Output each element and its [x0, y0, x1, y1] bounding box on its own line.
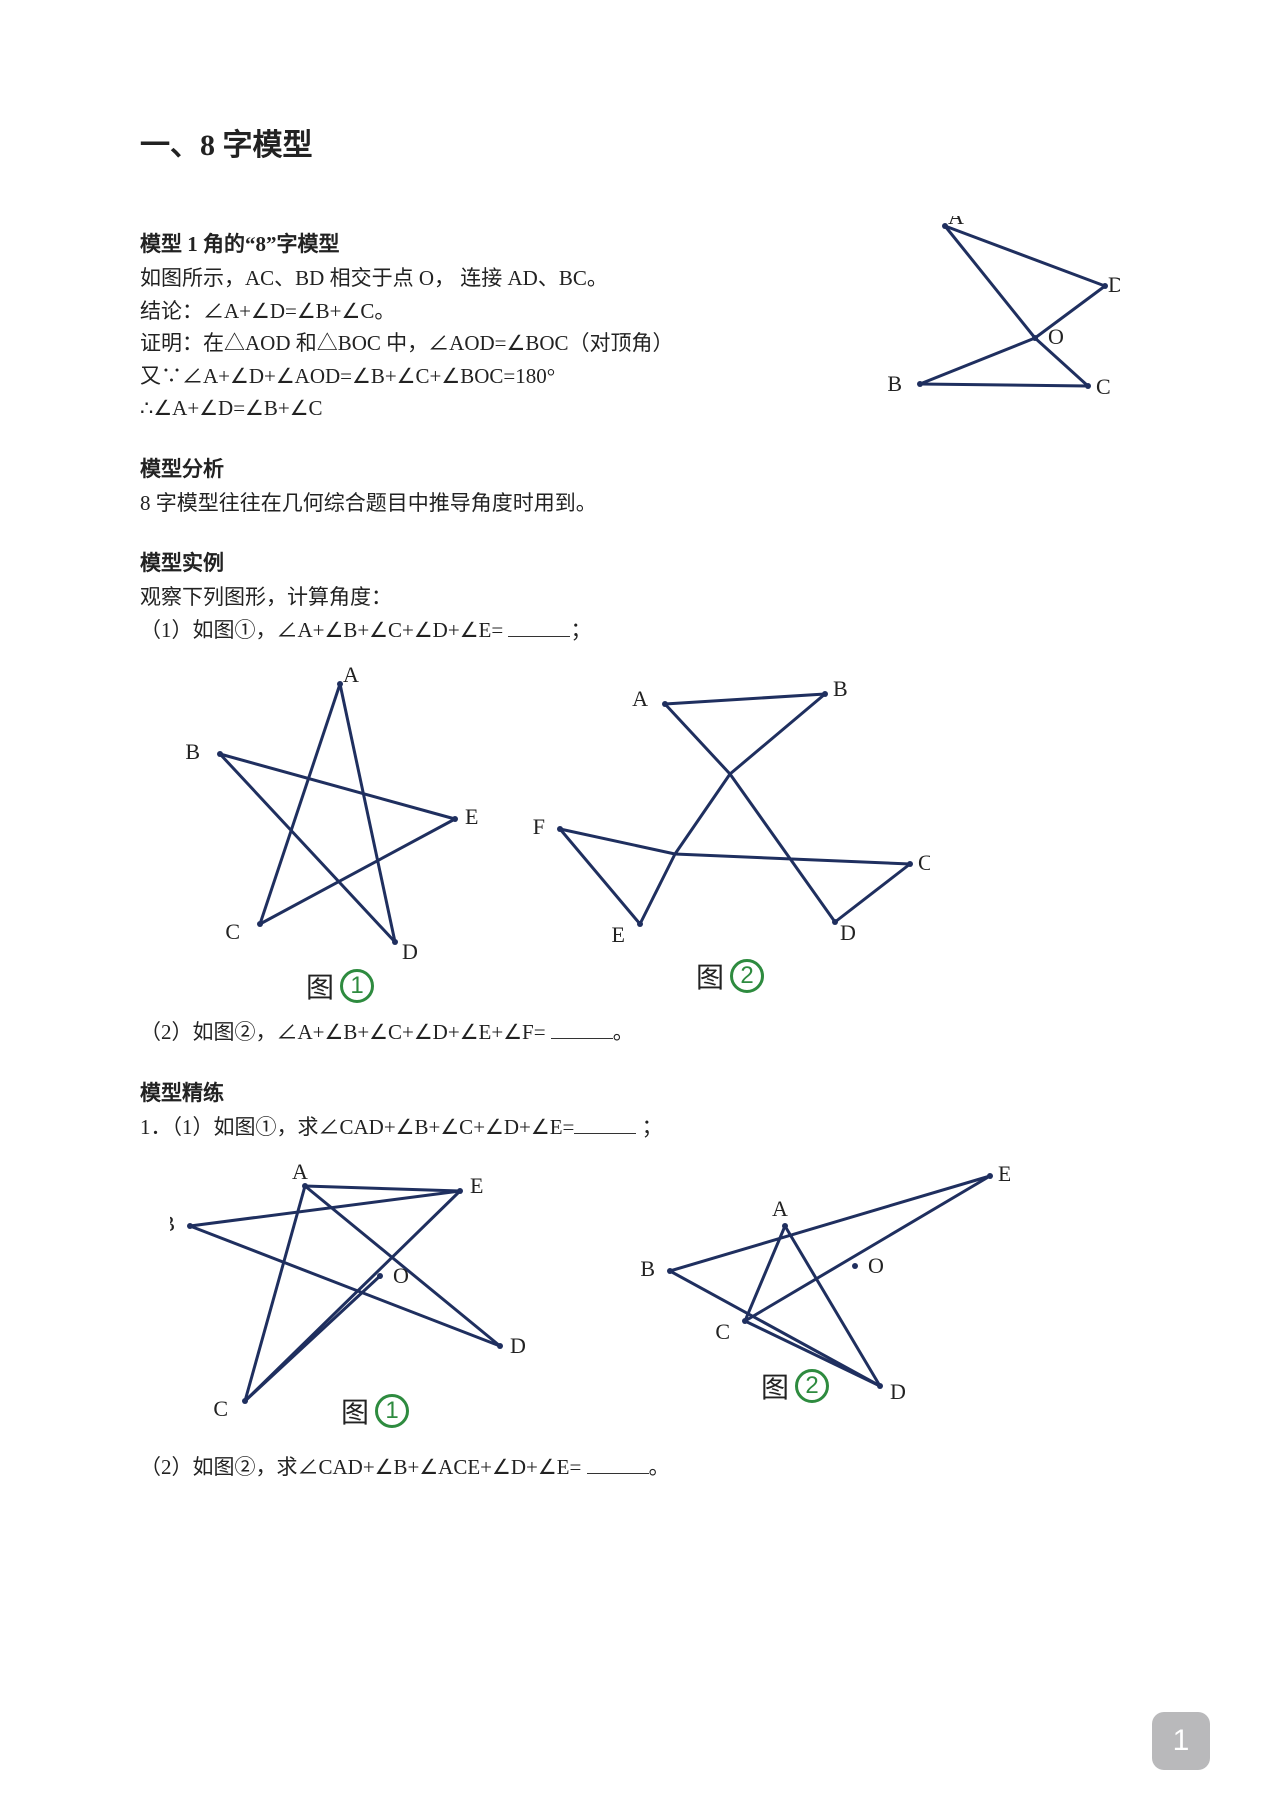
- svg-text:A: A: [292, 1161, 308, 1184]
- svg-text:D: D: [510, 1333, 526, 1358]
- circled-number-icon: 1: [375, 1394, 409, 1428]
- page-number-badge: 1: [1152, 1712, 1210, 1770]
- svg-text:E: E: [470, 1173, 483, 1198]
- example-lead: 观察下列图形，计算角度：: [140, 581, 1140, 614]
- practice-diagrams-row: A E B O D C 图 1 E A O B C D 图 2: [170, 1161, 1140, 1431]
- blank-fill: [574, 1113, 636, 1134]
- svg-text:E: E: [998, 1161, 1010, 1186]
- svg-text:B: B: [833, 676, 848, 701]
- example-fig1-wrap: A B E C D 图 1: [180, 664, 500, 1006]
- example-header: 模型实例: [140, 547, 1140, 577]
- svg-text:E: E: [465, 804, 478, 829]
- example-fig1-caption: 图 1: [306, 966, 374, 1006]
- svg-text:C: C: [225, 919, 240, 944]
- analysis-text: 8 字模型往往在几何综合题目中推导角度时用到。: [140, 487, 860, 520]
- example-fig2-caption: 图 2: [696, 956, 764, 996]
- practice-q1-prefix: 1．（1）如图①，求∠CAD+∠B+∠C+∠D+∠E=: [140, 1115, 574, 1139]
- svg-text:D: D: [402, 939, 418, 964]
- fig-label-prefix: 图: [696, 956, 724, 996]
- svg-text:O: O: [393, 1263, 409, 1288]
- circled-number-icon: 1: [340, 969, 374, 1003]
- svg-text:O: O: [868, 1253, 884, 1278]
- svg-text:C: C: [715, 1319, 730, 1344]
- svg-text:C: C: [918, 850, 930, 875]
- practice-q1-suffix: ；: [636, 1115, 662, 1139]
- practice-fig1-diagram: A E B O D C: [170, 1161, 550, 1421]
- svg-text:B: B: [887, 371, 902, 396]
- practice-q2: （2）如图②，求∠CAD+∠B+∠ACE+∠D+∠E= 。: [140, 1451, 1140, 1484]
- svg-text:D: D: [1108, 272, 1120, 297]
- intro-text-block: 模型 1 角的“8”字模型 如图所示，AC、BD 相交于点 O， 连接 AD、B…: [140, 206, 860, 519]
- model1-line2: 结论：∠A+∠D=∠B+∠C。: [140, 295, 860, 328]
- page-title: 一、8 字模型: [140, 120, 1140, 164]
- model1-line5: ∴∠A+∠D=∠B+∠C: [140, 392, 860, 425]
- example-fig2-diagram: A B F C E D: [530, 664, 930, 954]
- model1-line3: 证明：在△AOD 和△BOC 中，∠AOD=∠BOC（对顶角）: [140, 327, 860, 360]
- example-diagrams-row: A B E C D 图 1 A B F C E D 图 2: [180, 664, 1140, 1006]
- blank-fill: [508, 616, 570, 637]
- circled-number-icon: 2: [795, 1369, 829, 1403]
- example-fig1-diagram: A B E C D: [180, 664, 500, 964]
- practice-q2-prefix: （2）如图②，求∠CAD+∠B+∠ACE+∠D+∠E=: [140, 1455, 587, 1479]
- svg-text:A: A: [632, 686, 648, 711]
- practice-q2-suffix: 。: [649, 1455, 670, 1479]
- example-q1: （1）如图①，∠A+∠B+∠C+∠D+∠E= ；: [140, 614, 1140, 647]
- intro-section: 模型 1 角的“8”字模型 如图所示，AC、BD 相交于点 O， 连接 AD、B…: [140, 206, 1140, 519]
- practice-fig1-caption: 图 1: [341, 1391, 409, 1431]
- example-q2-prefix: （2）如图②，∠A+∠B+∠C+∠D+∠E+∠F=: [140, 1020, 551, 1044]
- svg-text:B: B: [640, 1256, 655, 1281]
- example-q2: （2）如图②，∠A+∠B+∠C+∠D+∠E+∠F= 。: [140, 1016, 1140, 1049]
- example-q2-suffix: 。: [613, 1020, 634, 1044]
- svg-text:A: A: [948, 216, 964, 229]
- svg-text:A: A: [772, 1196, 788, 1221]
- circled-number-icon: 2: [730, 959, 764, 993]
- practice-fig1-wrap: A E B O D C 图 1: [170, 1161, 550, 1431]
- svg-text:O: O: [1048, 324, 1064, 349]
- model1-header: 模型 1 角的“8”字模型: [140, 228, 860, 258]
- intro-8-diagram: A D O B C: [860, 216, 1120, 416]
- fig-label-prefix: 图: [306, 966, 334, 1006]
- practice-header: 模型精练: [140, 1077, 1140, 1107]
- example-fig2-wrap: A B F C E D 图 2: [530, 664, 930, 1006]
- blank-fill: [551, 1018, 613, 1039]
- intro-diagram-container: A D O B C: [860, 206, 1140, 519]
- fig-label-prefix: 图: [341, 1391, 369, 1431]
- fig-label-prefix: 图: [761, 1366, 789, 1406]
- practice-fig2-wrap: E A O B C D 图 2: [630, 1161, 1010, 1431]
- svg-text:F: F: [533, 814, 545, 839]
- document-page: 一、8 字模型 模型 1 角的“8”字模型 如图所示，AC、BD 相交于点 O，…: [0, 0, 1280, 1544]
- svg-text:B: B: [170, 1211, 175, 1236]
- example-q1-prefix: （1）如图①，∠A+∠B+∠C+∠D+∠E=: [140, 618, 508, 642]
- practice-fig2-caption: 图 2: [761, 1366, 829, 1406]
- svg-text:D: D: [840, 920, 856, 945]
- svg-text:C: C: [213, 1396, 228, 1421]
- model1-line4: 又∵∠A+∠D+∠AOD=∠B+∠C+∠BOC=180°: [140, 360, 860, 393]
- example-q1-suffix: ；: [570, 618, 591, 642]
- practice-q1: 1．（1）如图①，求∠CAD+∠B+∠C+∠D+∠E= ；: [140, 1111, 1140, 1144]
- analysis-header: 模型分析: [140, 453, 860, 483]
- svg-text:C: C: [1096, 374, 1111, 399]
- model1-line1: 如图所示，AC、BD 相交于点 O， 连接 AD、BC。: [140, 262, 860, 295]
- svg-text:A: A: [343, 664, 359, 687]
- svg-text:B: B: [185, 739, 200, 764]
- svg-text:E: E: [612, 922, 625, 947]
- blank-fill: [587, 1453, 649, 1474]
- svg-text:D: D: [890, 1379, 906, 1404]
